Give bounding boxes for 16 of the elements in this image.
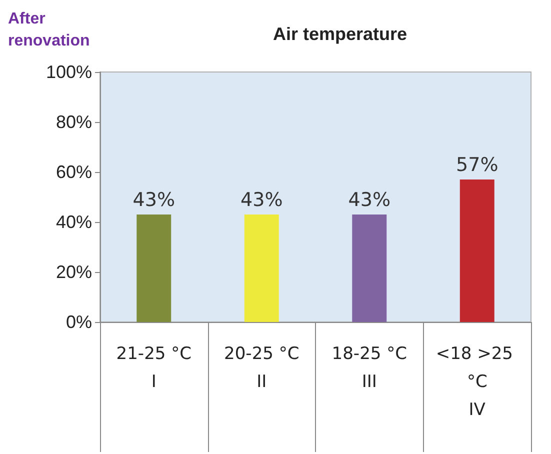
- x-tick-label: 20-25 °C II: [224, 344, 300, 392]
- y-tick-label: 0%: [66, 312, 92, 332]
- data-label: 57%: [456, 154, 498, 176]
- text: After renovation: [8, 10, 90, 50]
- x-tick-label: <18 >25 °C IV: [436, 344, 518, 420]
- y-tick-label: 80%: [56, 112, 92, 132]
- x-tick-label: 18-25 °C III: [332, 344, 407, 392]
- data-label: 43%: [132, 189, 175, 211]
- y-tick-label: 20%: [56, 262, 92, 282]
- x-tick-label: 21-25 °C I: [116, 344, 192, 392]
- y-tick-label: 100%: [46, 62, 92, 82]
- data-label: 43%: [348, 189, 390, 211]
- chart-title: Air temperature: [272, 24, 408, 44]
- y-tick-label: 60%: [56, 162, 92, 182]
- y-tick-label: 40%: [56, 212, 92, 232]
- data-label: 43%: [240, 189, 283, 211]
